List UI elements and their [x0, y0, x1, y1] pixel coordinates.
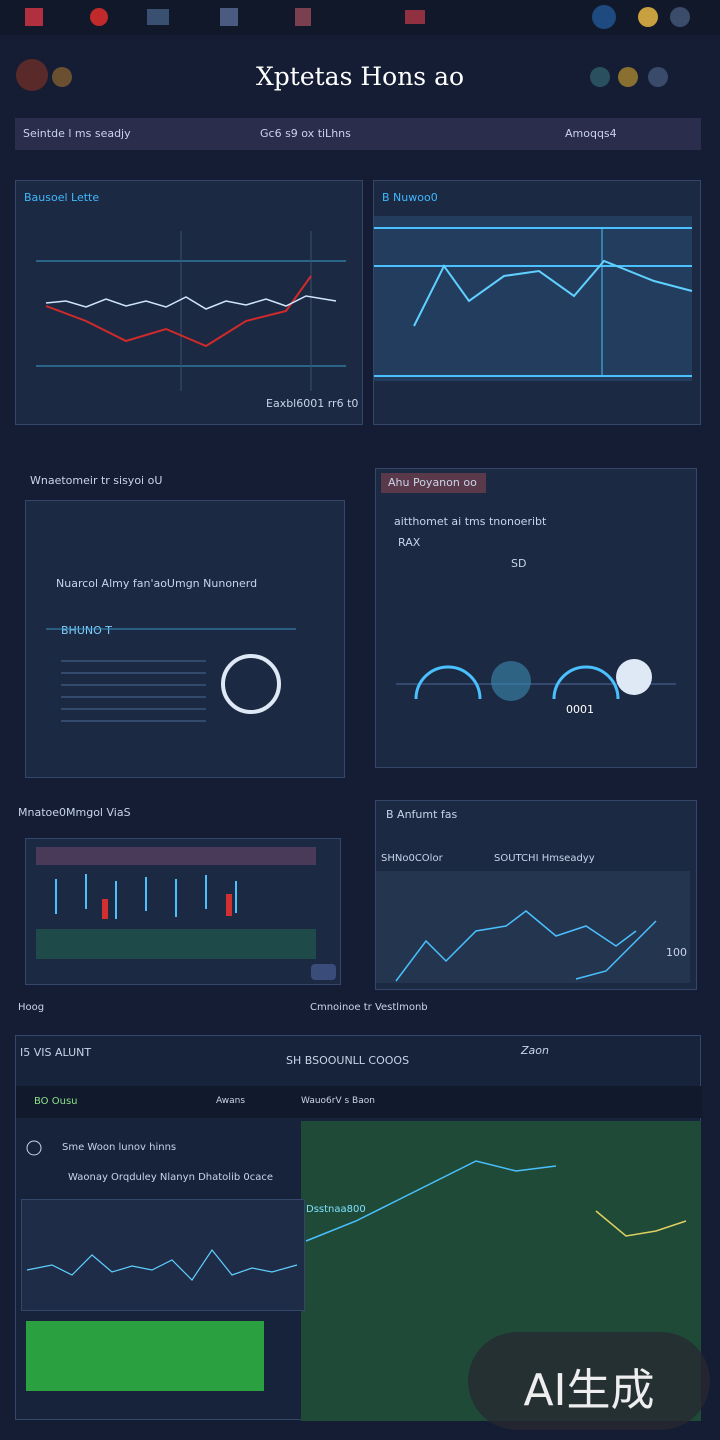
panel: Ahu Poyanon oo aitthomet ai tms tnonoeri… [375, 468, 697, 768]
table-lines [46, 628, 296, 722]
toolbar-center[interactable]: Gc6 s9 ox tiLhns [260, 127, 351, 140]
panel-title: Nuarcol Almy fan'aoUmgn Nunonerd [56, 577, 258, 590]
panel-title: B Nuwoo0 [382, 191, 438, 204]
panel-tag [381, 473, 486, 493]
watermark-badge: AI生成 [468, 1332, 710, 1430]
inner-panel [21, 1199, 305, 1311]
header-icons [16, 59, 668, 91]
panel-title: Bausoel Lette [24, 191, 100, 204]
tab[interactable]: BO Ousu [34, 1096, 78, 1107]
section-label: Mnatoe0Mmgol ViaS [18, 806, 131, 819]
tab-bar: BO Ousu Awans Wauo6rV s Baon [16, 1086, 702, 1118]
panel: B Anfumt fas SHNo0COlor SOUTCHI Hmseadyy… [375, 800, 697, 990]
panel-label: SD [511, 557, 527, 570]
icon-bar [0, 0, 720, 35]
panel-corner: Zaon [521, 1044, 549, 1057]
line-chart [36, 231, 346, 391]
row-center: Cmnoinoe tr Vestlmonb [310, 1002, 428, 1013]
panel-tag-text: RAX [398, 536, 421, 549]
row-left: Hoog [18, 1002, 45, 1013]
toolbar-right[interactable]: Amoqqs4 [565, 127, 617, 140]
line-text: Sme Woon lunov hinns [62, 1142, 177, 1153]
panel: B Nuwoo0 [373, 180, 701, 425]
panel-center: 0001 [566, 703, 594, 716]
bar-strip [36, 847, 336, 980]
app-title: Xptetas Hons ao [255, 62, 465, 91]
icons [25, 5, 690, 29]
panel [25, 838, 341, 985]
panel: Nuarcol Almy fan'aoUmgn Nunonerd BHUNO T [25, 500, 345, 778]
watermark: AI生成 [523, 1365, 655, 1416]
line-chart [26, 1248, 298, 1281]
panel-title: B Anfumt fas [386, 808, 458, 821]
line-text: Waonay Orqduley Nlanyn Dhatolib 0cace [68, 1172, 274, 1183]
trend-lines [26, 1140, 687, 1391]
panel-subtitle: BHUNO T [61, 624, 112, 637]
panel-center: SH BSOOUNLL COOOS [286, 1054, 410, 1067]
menu[interactable]: Awans [216, 1096, 246, 1106]
panel-right: SOUTCHI Hmseadyy [494, 853, 595, 864]
toolbar: Seintde l ms seadjy Gc6 s9 ox tiLhns Amo… [15, 118, 701, 150]
toolbar-left: Seintde l ms seadjy [23, 127, 131, 140]
panel-title: Ahu Poyanon oo [388, 476, 477, 489]
panel-footer: Eaxbl6001 rr6 t0 [266, 397, 359, 410]
line-chart [376, 871, 690, 983]
panel-value: 100 [666, 946, 687, 959]
panel-title: I5 VIS ALUNT [20, 1046, 92, 1059]
line-chart [374, 216, 693, 381]
chart-label: Dsstnaa800 [306, 1204, 366, 1215]
wave-chart [396, 659, 676, 701]
section-label: Wnaetomeir tr sisyoi oU [30, 474, 163, 487]
panel: Bausoel Lette Eaxbl6001 rr6 t0 [15, 180, 363, 425]
link[interactable]: Wauo6rV s Baon [301, 1096, 375, 1106]
panel-subtitle: aitthomet ai tms tnonoeribt [394, 515, 547, 528]
panel-left: SHNo0COlor [381, 853, 443, 864]
